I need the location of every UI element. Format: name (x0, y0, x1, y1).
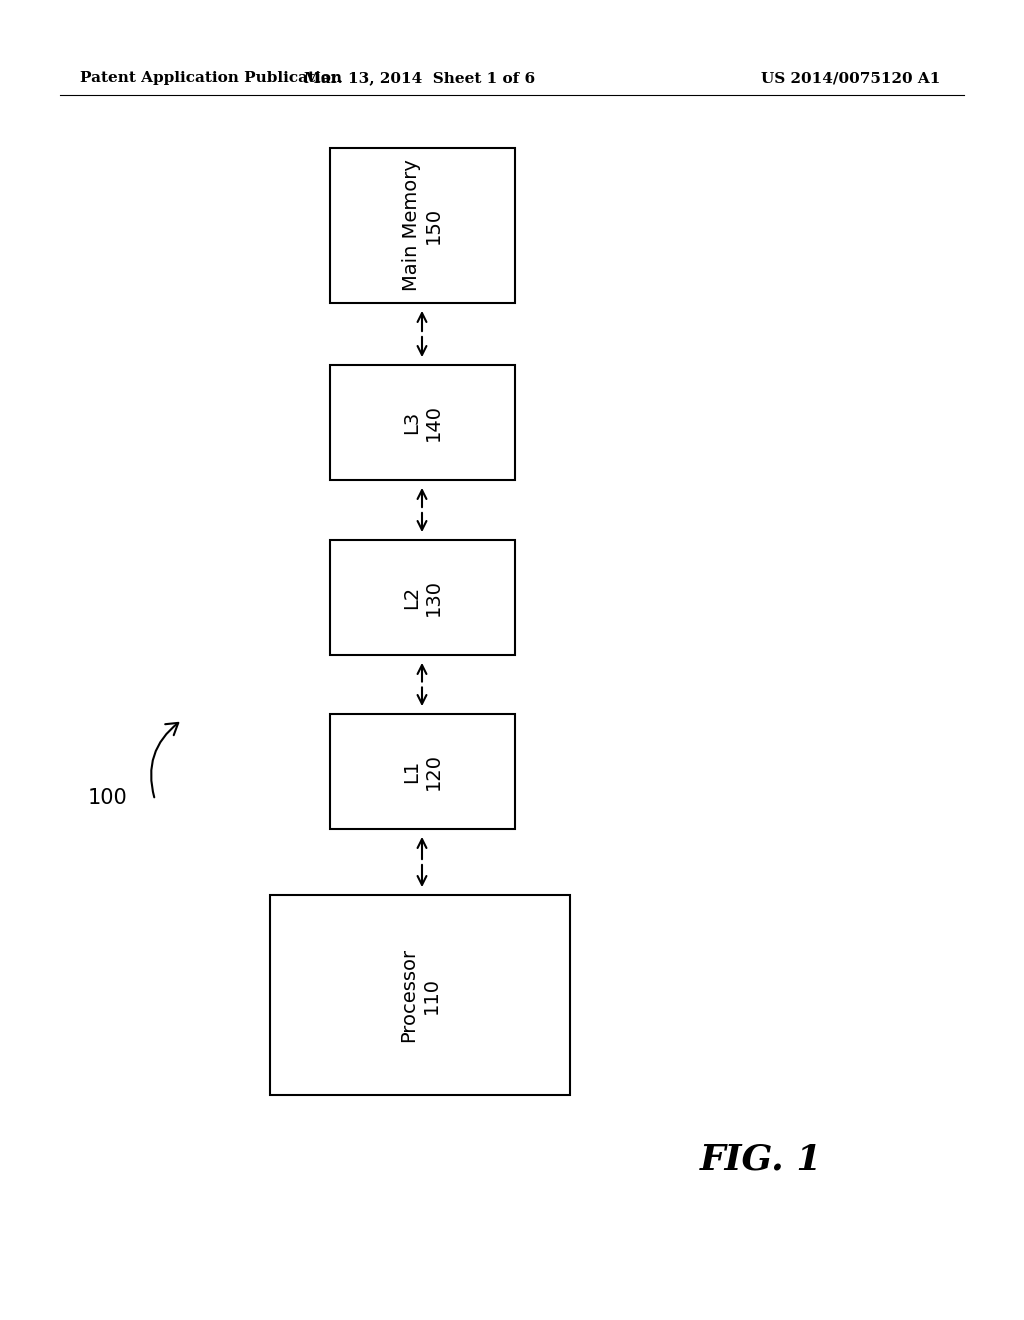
Text: Processor
110: Processor 110 (399, 948, 440, 1041)
Text: Main Memory
150: Main Memory 150 (402, 160, 443, 292)
Text: L3
140: L3 140 (402, 404, 443, 441)
Text: Patent Application Publication: Patent Application Publication (80, 71, 342, 84)
Text: FIG. 1: FIG. 1 (700, 1143, 822, 1177)
Text: 100: 100 (88, 788, 128, 808)
Bar (270, 895, 570, 1096)
Bar (330, 148, 515, 304)
Bar (330, 366, 515, 480)
Text: L2
130: L2 130 (402, 579, 443, 616)
Text: Mar. 13, 2014  Sheet 1 of 6: Mar. 13, 2014 Sheet 1 of 6 (304, 71, 536, 84)
Text: US 2014/0075120 A1: US 2014/0075120 A1 (761, 71, 940, 84)
Bar (330, 714, 515, 829)
Text: L1
120: L1 120 (402, 752, 443, 789)
Bar (330, 540, 515, 655)
FancyArrowPatch shape (152, 723, 178, 797)
